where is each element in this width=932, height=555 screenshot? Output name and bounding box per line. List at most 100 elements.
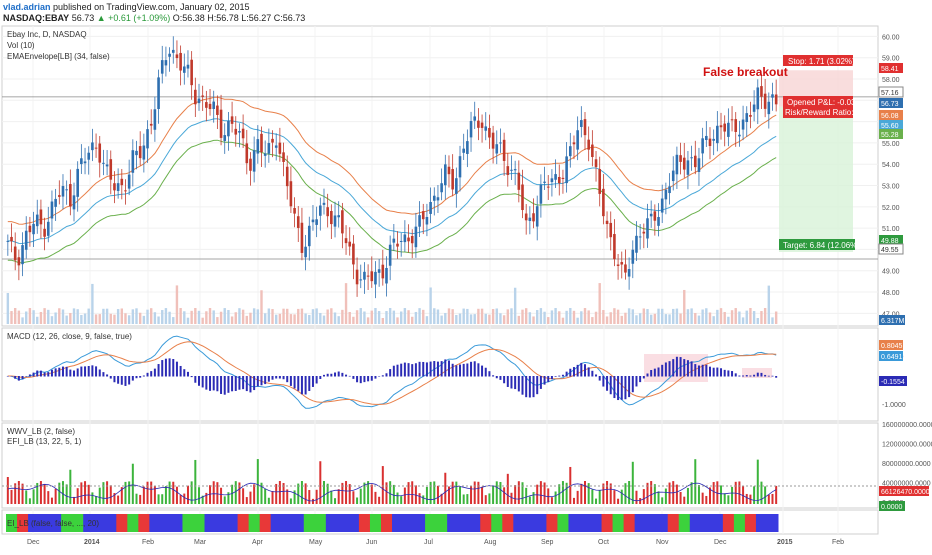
- wwv-bar: [425, 486, 428, 504]
- macd-histogram-bar: [278, 376, 281, 379]
- pnl-label-box: [783, 96, 853, 118]
- wwv-bar: [330, 490, 333, 504]
- volume-bar: [227, 310, 230, 324]
- candle-body: [315, 219, 318, 225]
- wwv-bar: [61, 481, 64, 504]
- macd-histogram-bar: [484, 367, 487, 377]
- candle-body: [440, 183, 443, 193]
- volume-bar: [425, 316, 429, 324]
- env-upper-tag: 56.08: [881, 113, 899, 120]
- wwv-bar: [227, 492, 230, 504]
- chart-svg[interactable]: 60.0059.0058.0057.0056.0055.0054.0053.00…: [0, 24, 932, 550]
- wwv-bar: [764, 486, 767, 504]
- wwv-bar: [315, 489, 318, 504]
- wwv-bar: [606, 481, 609, 504]
- chart-area[interactable]: 60.0059.0058.0057.0056.0055.0054.0053.00…: [0, 24, 932, 550]
- wwv-bar: [617, 498, 620, 504]
- wwv-bar: [308, 490, 311, 504]
- wwv-bar: [675, 484, 678, 504]
- candle-body: [675, 154, 679, 175]
- macd-histogram-bar: [617, 376, 620, 401]
- candle-body: [723, 123, 726, 132]
- macd-histogram-bar: [385, 373, 388, 377]
- volume-bar: [502, 315, 506, 324]
- volume-bar: [208, 308, 212, 324]
- wwv-bar: [506, 473, 509, 504]
- volume-bar: [727, 316, 730, 324]
- time-axis: Dec 2014 Feb Mar Apr May Jun Jul Aug Sep Oct Nov Dec…: [27, 539, 844, 546]
- candle-body: [249, 158, 252, 171]
- wwv-bar: [635, 490, 638, 504]
- macd-histogram-bar: [58, 367, 61, 377]
- volume-bar: [616, 309, 620, 324]
- volume-bar: [469, 314, 473, 324]
- volume-bar: [543, 311, 546, 324]
- candle-body: [348, 241, 352, 247]
- volume-bar: [565, 310, 568, 324]
- volume-bar: [411, 316, 414, 324]
- macd-histogram-bar: [359, 376, 362, 384]
- macd-histogram-bar: [679, 357, 682, 377]
- candle-body: [521, 184, 524, 211]
- macd-histogram-bar: [334, 372, 337, 377]
- volume-bar: [403, 308, 407, 324]
- candle-body: [278, 142, 282, 154]
- candle-body: [256, 139, 260, 154]
- macd-histogram-bar: [664, 362, 667, 377]
- wwv-bar: [39, 481, 42, 504]
- wwv-bar: [69, 469, 72, 504]
- wwv-bar: [686, 487, 689, 504]
- macd-histogram-bar: [731, 371, 734, 377]
- macd-tick-label: -1.0000: [882, 402, 906, 409]
- author-link[interactable]: vlad.adrian: [3, 2, 51, 12]
- candle-body: [407, 237, 410, 242]
- volume-bar: [146, 309, 149, 324]
- wwv-bar: [661, 497, 664, 504]
- strip-segment: [127, 514, 139, 532]
- volume-bar: [32, 310, 35, 324]
- candle-body: [653, 211, 657, 221]
- volume-bar: [451, 309, 454, 324]
- strip-segment: [149, 514, 161, 532]
- candle-body: [69, 184, 72, 207]
- candle-body: [80, 158, 83, 165]
- macd-histogram-bar: [495, 376, 498, 379]
- macd-histogram-bar: [238, 376, 241, 390]
- candle-body: [421, 211, 425, 220]
- wwv-bar: [536, 484, 539, 504]
- volume-bar: [289, 314, 293, 324]
- candle-body: [627, 269, 631, 277]
- volume-bar: [436, 309, 440, 324]
- wwv-bar: [337, 489, 340, 504]
- macd-histogram-bar: [595, 374, 598, 377]
- candle-body: [190, 59, 193, 86]
- macd-histogram-bar: [602, 376, 605, 387]
- volume-bar: [734, 308, 737, 324]
- candle-body: [366, 275, 370, 277]
- wwv-bar: [175, 486, 178, 504]
- candle-body: [756, 87, 760, 110]
- strip-segment: [215, 514, 228, 532]
- volume-bar: [638, 313, 642, 324]
- env-lower-tag-bg: [879, 129, 903, 139]
- macd-histogram-bar: [175, 361, 178, 377]
- macd-histogram-bar: [440, 361, 443, 377]
- macd-histogram-bar: [418, 361, 421, 377]
- strip-segment: [72, 514, 84, 532]
- wwv-bar: [554, 491, 557, 504]
- macd-histogram-bar: [14, 376, 17, 379]
- wwv-bar: [172, 481, 175, 504]
- macd-histogram-bar: [745, 375, 748, 377]
- candle-body: [616, 264, 620, 266]
- macd-histogram-bar: [220, 376, 223, 394]
- wwv-bar: [473, 481, 476, 504]
- strip-segment: [226, 514, 239, 532]
- macd-histogram-bar: [705, 364, 708, 377]
- volume-bar: [569, 308, 572, 324]
- candle-body: [175, 54, 179, 59]
- volume-bar: [598, 283, 601, 324]
- macd-histogram-bar: [539, 376, 542, 389]
- candle-body: [455, 178, 458, 194]
- macd-histogram-bar: [760, 372, 763, 377]
- wwv-bar: [359, 488, 362, 504]
